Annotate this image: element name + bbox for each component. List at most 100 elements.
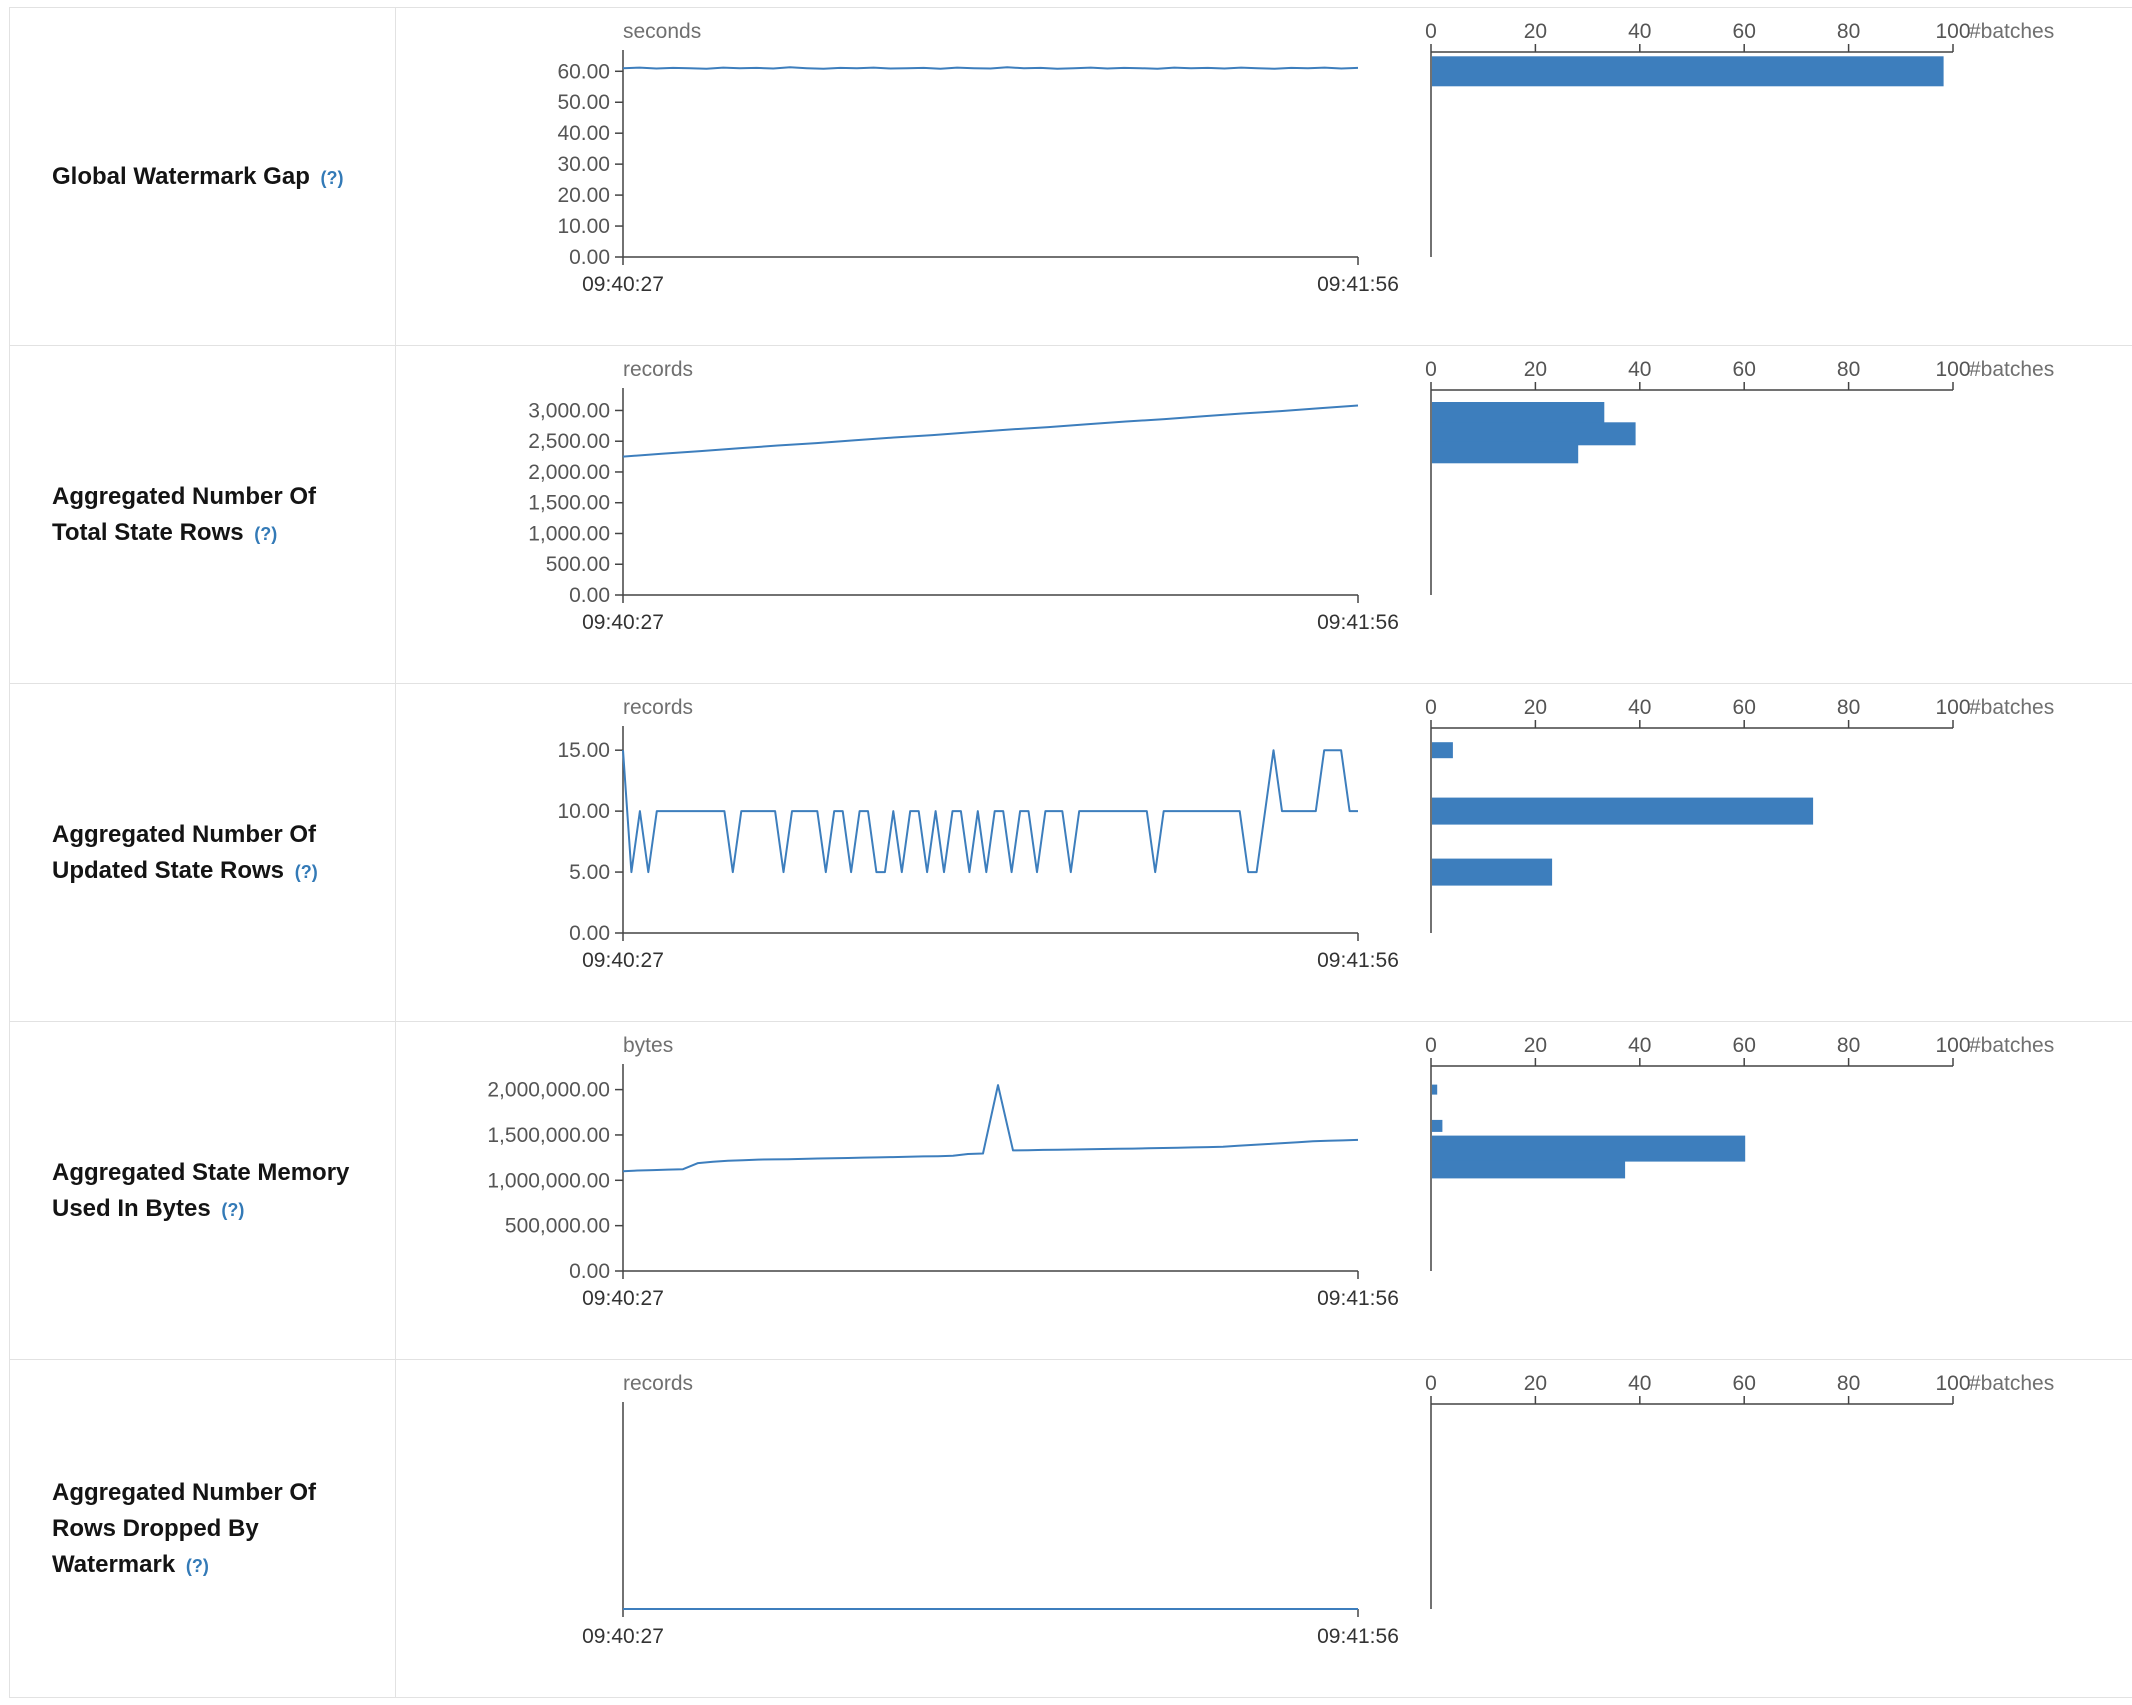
svg-text:20.00: 20.00 — [557, 184, 610, 207]
metric-label-cell: Global Watermark Gap (?) — [10, 8, 396, 345]
svg-text:60: 60 — [1733, 696, 1756, 719]
metric-label: Global Watermark Gap (?) — [52, 159, 344, 195]
metric-label-text: Aggregated Number Of Rows Dropped By Wat… — [52, 1478, 317, 1578]
metric-label-text: Aggregated State Memory Used In Bytes — [52, 1158, 350, 1222]
svg-text:09:40:27: 09:40:27 — [582, 1287, 664, 1310]
metric-charts: records 15.00 10.00 5.00 0.00 09:40:27 09:41:5… — [396, 684, 2132, 1021]
timeline-chart: seconds 60.00 50.00 40.00 30.00 20.00 10.00 0.0… — [557, 20, 1399, 296]
svg-text:0.00: 0.00 — [569, 246, 610, 269]
svg-text:20: 20 — [1524, 20, 1547, 43]
svg-text:60: 60 — [1733, 1034, 1756, 1057]
svg-text:40: 40 — [1628, 20, 1651, 43]
svg-text:09:41:56: 09:41:56 — [1317, 611, 1399, 634]
svg-text:1,000.00: 1,000.00 — [528, 522, 610, 545]
metric-charts: seconds 60.00 50.00 40.00 30.00 20.00 10.00 0.0… — [396, 8, 2132, 345]
svg-text:1,500,000.00: 1,500,000.00 — [487, 1124, 610, 1147]
svg-text:40: 40 — [1628, 358, 1651, 381]
svg-text:09:40:27: 09:40:27 — [582, 611, 664, 634]
svg-text:0: 0 — [1425, 1034, 1437, 1057]
metric-row: Aggregated Number Of Total State Rows (?… — [10, 345, 2132, 683]
svg-text:60: 60 — [1733, 1372, 1756, 1395]
metric-label-text: Global Watermark Gap — [52, 162, 310, 190]
svg-text:09:40:27: 09:40:27 — [582, 273, 664, 296]
svg-text:100: 100 — [1935, 20, 1970, 43]
streaming-statistics-table: Global Watermark Gap (?) seconds 60.00 50.… — [9, 7, 2132, 1698]
histogram-chart: 0 20 40 60 80 100#batches — [1425, 20, 2054, 257]
histogram-chart: 0 20 40 60 80 100#batches — [1425, 696, 2054, 933]
svg-text:500.00: 500.00 — [546, 553, 610, 576]
svg-text:10.00: 10.00 — [557, 800, 610, 823]
histogram-chart: 0 20 40 60 80 100#batches — [1425, 358, 2054, 595]
svg-text:09:41:56: 09:41:56 — [1317, 949, 1399, 972]
svg-text:20: 20 — [1524, 358, 1547, 381]
svg-text:2,000.00: 2,000.00 — [528, 461, 610, 484]
svg-text:100: 100 — [1935, 358, 1970, 381]
metric-label: Aggregated State Memory Used In Bytes (?… — [52, 1155, 369, 1227]
metric-label-cell: Aggregated Number Of Total State Rows (?… — [10, 346, 396, 683]
svg-text:09:41:56: 09:41:56 — [1317, 1625, 1399, 1648]
timeline-chart: records 15.00 10.00 5.00 0.00 09:40:27 09:41:5… — [557, 696, 1399, 972]
svg-text:30.00: 30.00 — [557, 153, 610, 176]
svg-text:09:40:27: 09:40:27 — [582, 1625, 664, 1648]
svg-text:#batches: #batches — [1969, 696, 2054, 719]
metric-label-text: Aggregated Number Of Total State Rows — [52, 482, 317, 546]
metric-label-cell: Aggregated Number Of Rows Dropped By Wat… — [10, 1360, 396, 1697]
svg-text:09:40:27: 09:40:27 — [582, 949, 664, 972]
metric-label: Aggregated Number Of Rows Dropped By Wat… — [52, 1475, 369, 1583]
svg-text:10.00: 10.00 — [557, 215, 610, 238]
svg-text:80: 80 — [1837, 1034, 1860, 1057]
metric-charts: records 09:40:27 09:41:56 0 20 40 60 80 100 #bat… — [396, 1360, 2132, 1697]
metric-label-text: Aggregated Number Of Updated State Rows — [52, 820, 317, 884]
histogram-chart: 0 20 40 60 80 100#batches — [1425, 1034, 2054, 1271]
help-tooltip[interactable]: (?) — [320, 167, 344, 188]
svg-text:0.00: 0.00 — [569, 922, 610, 945]
svg-text:60: 60 — [1733, 358, 1756, 381]
metric-row: Aggregated State Memory Used In Bytes (?… — [10, 1021, 2132, 1359]
svg-text:0: 0 — [1425, 358, 1437, 381]
histogram-chart: 0 20 40 60 80 100#batches — [1425, 1372, 2054, 1609]
help-tooltip[interactable]: (?) — [185, 1555, 209, 1576]
svg-text:09:41:56: 09:41:56 — [1317, 1287, 1399, 1310]
svg-text:40: 40 — [1628, 1372, 1651, 1395]
svg-text:40.00: 40.00 — [557, 122, 610, 145]
metric-row: Global Watermark Gap (?) seconds 60.00 50.… — [10, 8, 2132, 345]
svg-text:80: 80 — [1837, 358, 1860, 381]
timeline-chart: bytes 2,000,000.00 1,500,000.00 1,000,000.0… — [487, 1034, 1399, 1310]
svg-text:09:41:56: 09:41:56 — [1317, 273, 1399, 296]
svg-text:50.00: 50.00 — [557, 91, 610, 114]
timeline-chart: records 09:40:27 09:41:56 — [582, 1372, 1399, 1648]
svg-text:#batches: #batches — [1969, 358, 2054, 381]
svg-text:60: 60 — [1733, 20, 1756, 43]
svg-text:bytes: bytes — [623, 1034, 673, 1057]
svg-text:#batches: #batches — [1969, 20, 2054, 43]
svg-text:20: 20 — [1524, 1034, 1547, 1057]
metric-label: Aggregated Number Of Total State Rows (?… — [52, 479, 369, 551]
metric-row: Aggregated Number Of Rows Dropped By Wat… — [10, 1359, 2132, 1697]
svg-text:2,000,000.00: 2,000,000.00 — [487, 1079, 610, 1102]
svg-text:0.00: 0.00 — [569, 1260, 610, 1283]
help-tooltip[interactable]: (?) — [254, 523, 278, 544]
help-tooltip[interactable]: (?) — [221, 1199, 245, 1220]
svg-text:15.00: 15.00 — [557, 739, 610, 762]
svg-text:100: 100 — [1935, 696, 1970, 719]
svg-text:80: 80 — [1837, 696, 1860, 719]
help-tooltip[interactable]: (?) — [294, 861, 318, 882]
svg-text:records: records — [623, 358, 693, 381]
timeline-chart: records 3,000.00 2,500.00 2,000.00 1,500.00 1… — [528, 358, 1399, 634]
svg-text:0: 0 — [1425, 20, 1437, 43]
svg-text:40: 40 — [1628, 1034, 1651, 1057]
metric-charts: bytes 2,000,000.00 1,500,000.00 1,000,000.0… — [396, 1022, 2132, 1359]
svg-text:500,000.00: 500,000.00 — [505, 1215, 610, 1238]
svg-text:20: 20 — [1524, 1372, 1547, 1395]
metric-label-cell: Aggregated State Memory Used In Bytes (?… — [10, 1022, 396, 1359]
metric-label-cell: Aggregated Number Of Updated State Rows … — [10, 684, 396, 1021]
svg-text:60.00: 60.00 — [557, 60, 610, 83]
svg-text:0: 0 — [1425, 696, 1437, 719]
metric-row: Aggregated Number Of Updated State Rows … — [10, 683, 2132, 1021]
svg-text:0.00: 0.00 — [569, 584, 610, 607]
metric-charts: records 3,000.00 2,500.00 2,000.00 1,500.00 1… — [396, 346, 2132, 683]
svg-text:seconds: seconds — [623, 20, 701, 43]
svg-text:20: 20 — [1524, 696, 1547, 719]
svg-text:#batches: #batches — [1969, 1034, 2054, 1057]
svg-text:records: records — [623, 696, 693, 719]
